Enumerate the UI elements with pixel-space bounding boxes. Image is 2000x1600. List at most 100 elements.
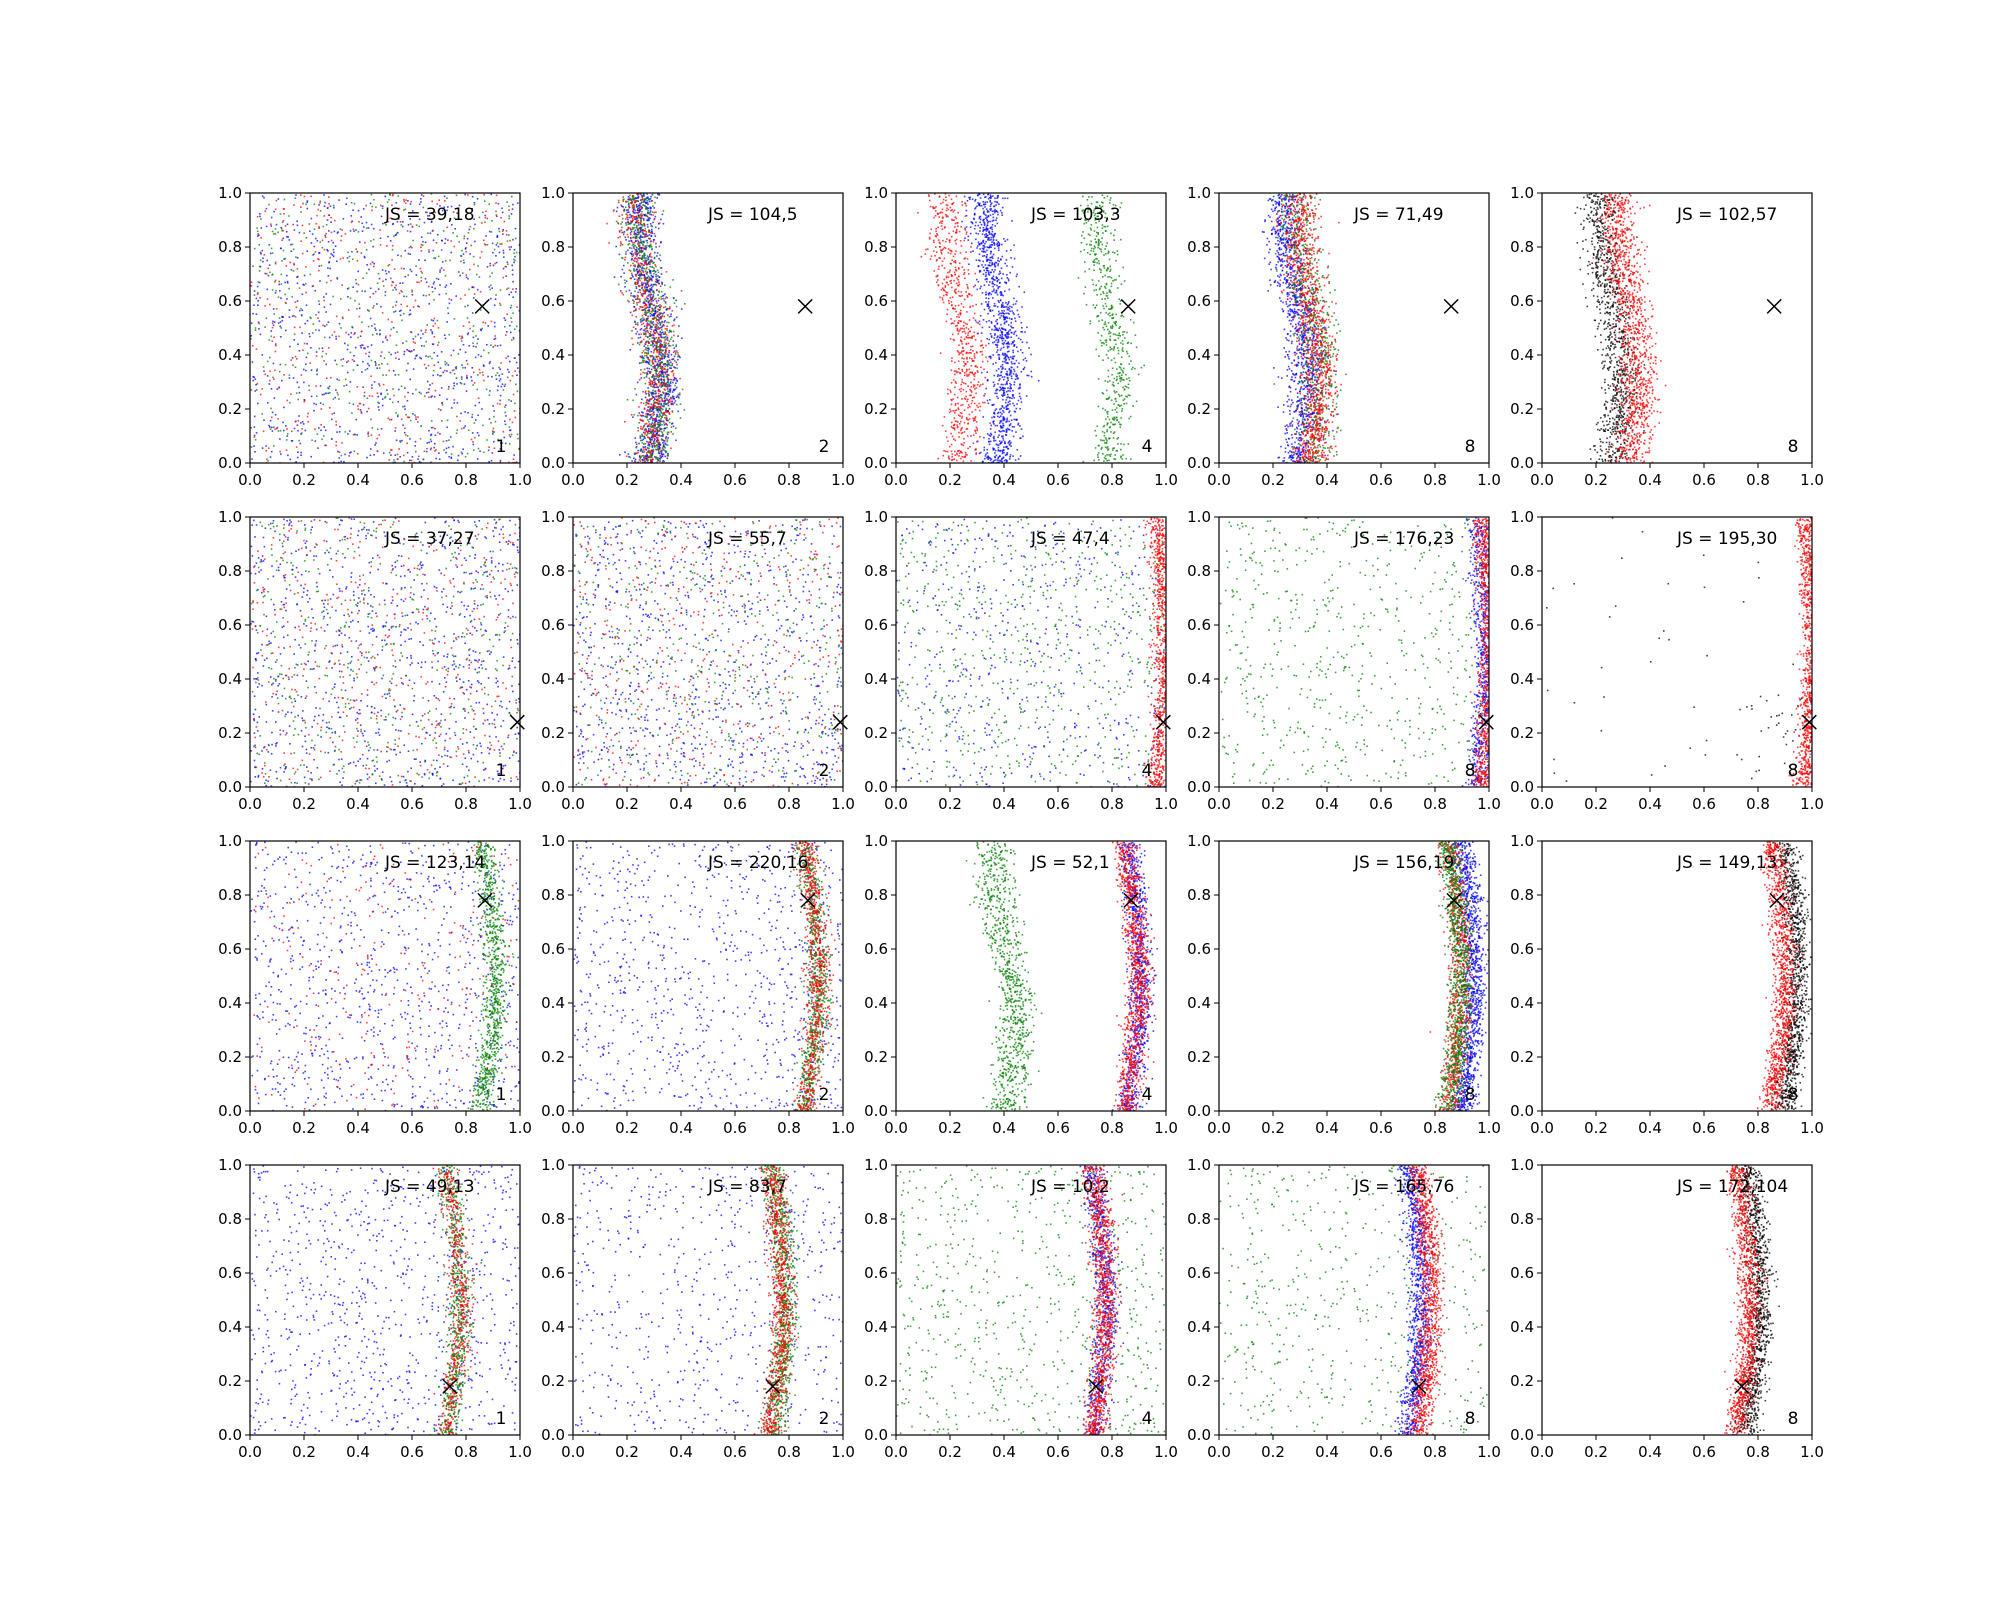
scatter-point [1013, 344, 1016, 346]
scatter-point [260, 253, 262, 255]
scatter-point [652, 429, 654, 431]
scatter-point [255, 389, 258, 391]
scatter-point [652, 381, 654, 384]
scatter-point [659, 313, 661, 316]
scatter-point [645, 455, 647, 458]
scatter-point [670, 315, 672, 318]
scatter-point [642, 240, 644, 243]
scatter-point [681, 388, 684, 391]
scatter-point [285, 329, 287, 332]
scatter-point [394, 454, 397, 456]
scatter-point [413, 461, 416, 463]
scatter-point [648, 441, 650, 443]
scatter-point [645, 215, 647, 217]
scatter-point [643, 241, 645, 244]
scatter-point [440, 387, 443, 389]
scatter-point [658, 441, 660, 444]
subplot-1-2: 0.0 0.2 0.4 0.6 0.8 1.00.00.20.40.60.81.0JS =… [541, 184, 855, 489]
scatter-point [467, 194, 469, 196]
scatter-point [637, 263, 640, 266]
scatter-point [333, 206, 335, 209]
scatter-point [269, 419, 272, 422]
scatter-point [982, 240, 984, 242]
scatter-point [639, 204, 641, 207]
scatter-point [338, 335, 340, 338]
scatter-point [1007, 362, 1009, 365]
scatter-point [388, 369, 390, 372]
scatter-point [305, 363, 307, 365]
scatter-point [649, 452, 651, 454]
scatter-point [992, 460, 994, 463]
scatter-point [331, 413, 334, 415]
scatter-point [648, 229, 650, 231]
scatter-point [498, 227, 500, 230]
scatter-point [280, 327, 282, 329]
scatter-point [352, 403, 355, 406]
scatter-point [658, 319, 660, 322]
scatter-point [257, 304, 259, 306]
scatter-point [645, 202, 647, 205]
scatter-point [390, 418, 393, 421]
scatter-point [631, 207, 634, 209]
scatter-point [426, 442, 429, 444]
scatter-point [639, 418, 641, 421]
scatter-point [259, 393, 262, 396]
scatter-point [312, 332, 314, 334]
scatter-point [665, 415, 668, 417]
scatter-point [646, 327, 648, 330]
scatter-point [986, 210, 989, 212]
scatter-point [460, 255, 463, 257]
scatter-point [392, 327, 395, 329]
scatter-point [640, 377, 643, 379]
scatter-point [666, 433, 669, 436]
scatter-point [433, 281, 436, 283]
scatter-point [984, 242, 986, 245]
scatter-point [644, 352, 646, 354]
scatter-point [666, 426, 668, 429]
scatter-point [1006, 347, 1009, 349]
scatter-point [632, 254, 635, 257]
scatter-point [633, 233, 635, 235]
scatter-point [275, 199, 278, 202]
scatter-point [667, 361, 669, 363]
scatter-point [635, 269, 638, 271]
scatter-point [483, 239, 485, 242]
scatter-point [1019, 383, 1021, 385]
scatter-point [1021, 331, 1024, 333]
scatter-point [271, 326, 274, 329]
scatter-point [430, 447, 432, 449]
scatter-point [274, 343, 277, 345]
scatter-point [661, 314, 664, 317]
scatter-point [1000, 421, 1002, 423]
scatter-point [651, 426, 654, 428]
scatter-point [997, 411, 1000, 414]
scatter-point [306, 415, 309, 418]
scatter-point [433, 351, 435, 354]
scatter-point [484, 322, 487, 324]
scatter-point [418, 203, 421, 205]
scatter-point [323, 215, 326, 217]
scatter-point [1005, 306, 1008, 308]
scatter-point [661, 455, 664, 457]
scatter-point [1022, 359, 1025, 361]
scatter-point [644, 233, 646, 235]
scatter-point [654, 393, 657, 395]
scatter-point [669, 397, 672, 400]
scatter-point [645, 263, 647, 265]
scatter-point [341, 316, 344, 319]
scatter-point [269, 303, 271, 306]
scatter-point [1019, 338, 1022, 341]
scatter-point [639, 460, 642, 462]
scatter-point [1025, 360, 1028, 362]
scatter-point [989, 261, 991, 264]
scatter-point [503, 317, 506, 319]
scatter-point [285, 439, 288, 441]
scatter-point [282, 219, 285, 222]
scatter-point [644, 308, 646, 310]
scatter-point [995, 454, 998, 457]
scatter-point [368, 395, 371, 397]
scatter-point [652, 379, 655, 381]
scatter-point [303, 368, 305, 371]
scatter-point [651, 193, 654, 196]
scatter-point [431, 382, 434, 385]
